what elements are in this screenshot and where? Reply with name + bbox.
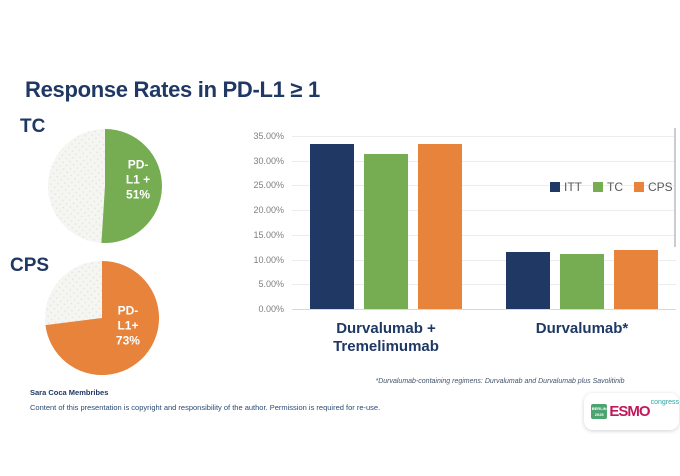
gridlines — [292, 136, 676, 310]
category-label-durvalumab: Durvalumab* — [535, 320, 629, 337]
y-tick-label: 20.00% — [253, 205, 284, 216]
legend-swatch-itt — [550, 182, 560, 192]
plot-area: ITT TC CPS — [292, 136, 676, 310]
pie-cps-callout: PD-L1+ 73% — [115, 303, 140, 348]
gridline — [292, 160, 676, 162]
gridline — [292, 185, 676, 187]
pie-chart-tc: PD-L1 + 51% — [46, 127, 164, 245]
gridline — [292, 136, 676, 137]
y-tick-label: 25.00% — [253, 180, 284, 191]
bar-tc-group1 — [364, 154, 408, 309]
gridline — [292, 210, 676, 212]
chart-right-border — [674, 128, 676, 247]
legend-item-tc: TC — [593, 180, 623, 194]
pie-tc-callout: PD-L1 + 51% — [125, 157, 151, 202]
esmo-berlin-badge: BERLIN 2025 — [591, 404, 608, 419]
bar-chart: 35.00% 30.00% 25.00% 20.00% 15.00% 10.00% 5.00… — [240, 128, 680, 398]
congress-label: congress — [650, 399, 679, 406]
gridline — [292, 309, 676, 310]
legend: ITT TC CPS — [550, 180, 673, 194]
footnote: *Durvalumab-containing regimens: Durvalu… — [375, 378, 625, 385]
gridline — [292, 234, 676, 236]
y-axis-labels: 35.00% 30.00% 25.00% 20.00% 15.00% 10.00% 5.00… — [240, 131, 284, 314]
pie-chart-cps: PD-L1+ 73% — [43, 259, 161, 377]
bar-group-durvalumab-tremelimumab — [310, 136, 462, 309]
legend-label-cps: CPS — [648, 180, 673, 194]
credits-author: Sara Coca Membribes — [30, 388, 109, 397]
legend-label-tc: TC — [607, 180, 623, 194]
legend-swatch-tc — [593, 182, 603, 192]
legend-item-itt: ITT — [550, 180, 582, 194]
y-tick-label: 35.00% — [253, 131, 284, 141]
esmo-congress-logo: BERLIN 2025 ESMO congress — [584, 393, 679, 430]
bar-itt-group2 — [506, 252, 550, 309]
credits-copyright-notice: Content of this presentation is copyrigh… — [30, 403, 381, 412]
category-label-durvalumab-tremelimumab: Durvalumab + Tremelimumab — [333, 320, 439, 355]
bar-tc-group2 — [560, 254, 604, 309]
y-tick-label: 10.00% — [253, 254, 284, 265]
y-tick-label: 15.00% — [253, 229, 284, 240]
bar-itt-group1 — [310, 144, 354, 309]
gridline — [292, 259, 676, 261]
badge-city: BERLIN — [591, 406, 607, 412]
pie-cps-title: CPS — [10, 255, 50, 276]
pie-tc-title: TC — [20, 116, 46, 137]
legend-label-itt: ITT — [564, 180, 582, 194]
y-tick-label: 30.00% — [253, 155, 284, 166]
y-tick-label: 0.00% — [258, 304, 284, 314]
bar-cps-group2 — [614, 249, 658, 309]
legend-swatch-cps — [634, 182, 644, 192]
bar-group-durvalumab — [506, 136, 658, 309]
legend-item-cps: CPS — [634, 180, 673, 194]
esmo-wordmark: ESMO — [609, 403, 650, 420]
badge-year: 2025 — [594, 411, 604, 417]
gridline — [292, 284, 676, 286]
page-title: Response Rates in PD-L1 ≥ 1 — [25, 76, 320, 102]
bar-cps-group1 — [418, 144, 462, 309]
y-tick-label: 5.00% — [258, 279, 284, 290]
